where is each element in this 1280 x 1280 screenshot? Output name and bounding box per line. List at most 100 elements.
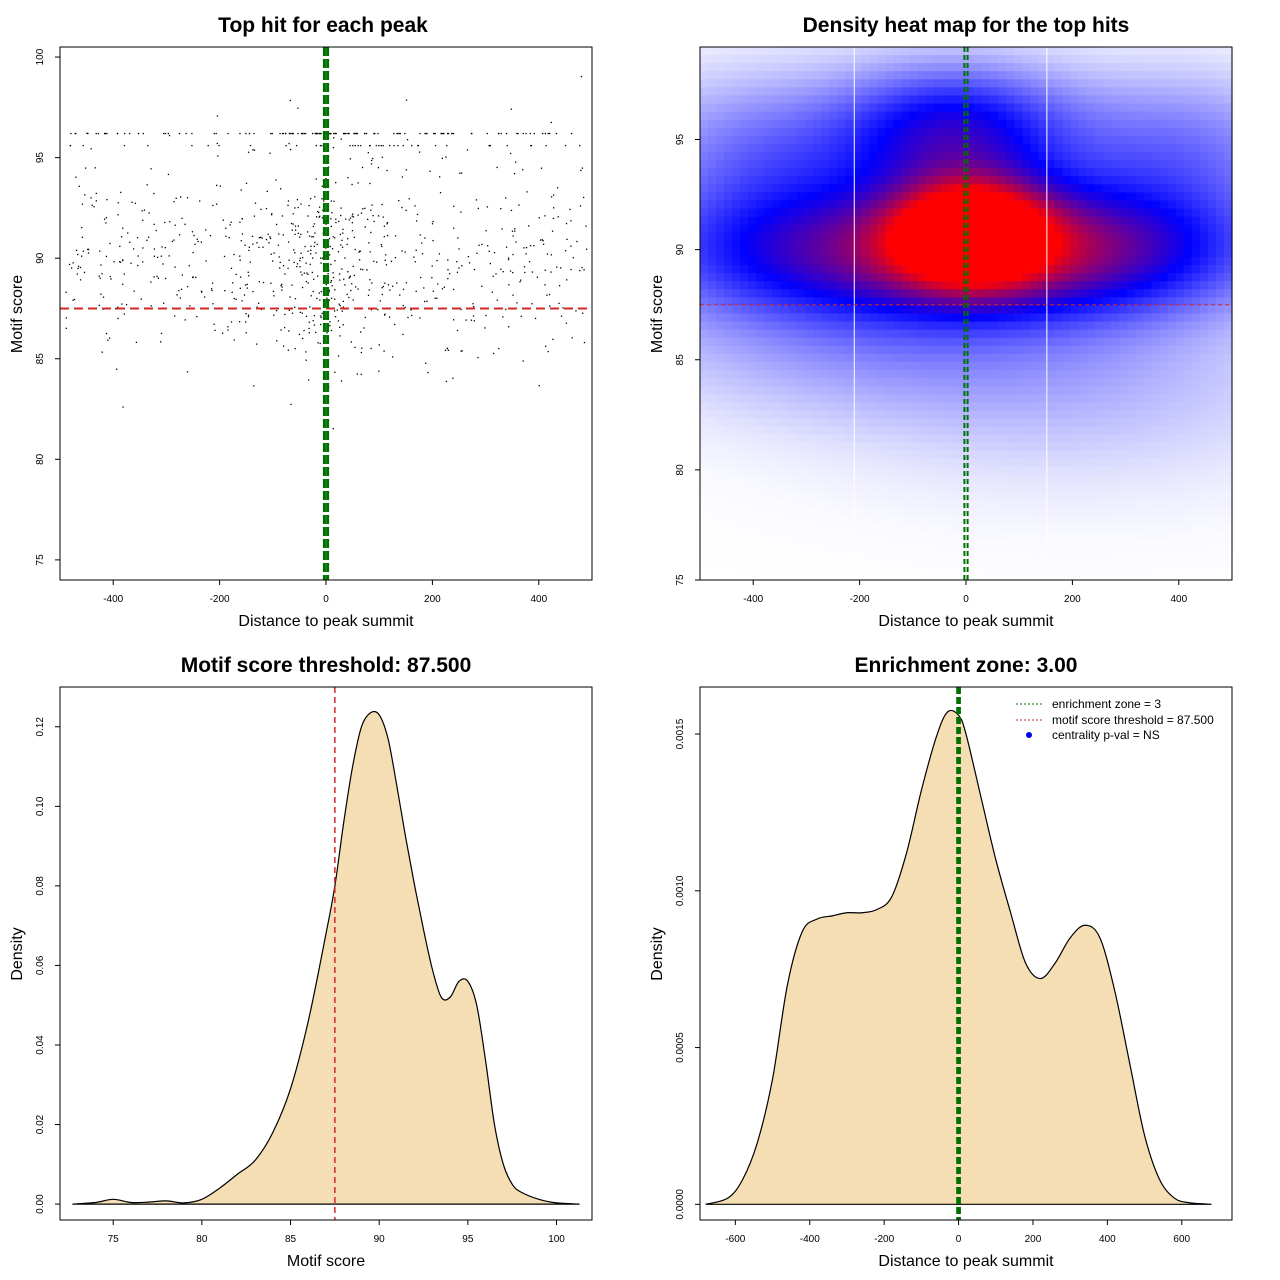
heatmap-cell	[1159, 265, 1169, 274]
heatmap-cell	[708, 466, 717, 476]
scatter-point	[312, 290, 314, 293]
heatmap-cell	[1006, 507, 1015, 516]
heatmap-cell	[812, 386, 822, 395]
heatmap-cell	[700, 216, 709, 226]
heatmap-cell	[716, 71, 725, 80]
heatmap-cell	[845, 63, 854, 72]
heatmap-cell	[957, 224, 967, 234]
scatter-point	[316, 243, 318, 246]
heatmap-cell	[1119, 160, 1128, 169]
heatmap-cell	[861, 483, 870, 492]
scatter-y-tick-label: 80	[35, 453, 46, 465]
heatmap-cell	[1103, 71, 1112, 80]
heatmap-cell	[1070, 434, 1080, 444]
scatter-point	[84, 194, 86, 196]
scatter-point	[276, 340, 278, 342]
scatter-point	[378, 144, 380, 147]
heatmap-cell	[724, 361, 733, 371]
scatter-point	[330, 200, 333, 202]
heatmap-cell	[1167, 337, 1177, 347]
heatmap-cell	[732, 337, 741, 347]
heatmap-cell	[845, 95, 854, 105]
heatmap-cell	[1086, 426, 1096, 436]
heatmap-cell	[788, 119, 798, 129]
heatmap-cell	[780, 103, 790, 113]
heatmap-cell	[957, 135, 967, 145]
heatmap-cell	[812, 394, 822, 403]
scatter-point	[339, 233, 342, 236]
heatmap-cell	[1111, 192, 1120, 202]
heatmap-cell	[1054, 402, 1064, 412]
heatmap-cell	[861, 127, 870, 137]
heatmap-cell	[1094, 547, 1104, 557]
heatmap-cell	[716, 135, 725, 145]
heatmap-cell	[941, 184, 951, 193]
heatmap-cell	[925, 176, 935, 185]
scatter-point	[360, 331, 362, 333]
heatmap-cell	[941, 475, 951, 484]
heatmap-cell	[974, 208, 983, 218]
scatter-point	[507, 257, 510, 259]
heatmap-cell	[764, 555, 774, 565]
heatmap-cell	[1070, 95, 1080, 105]
heatmap-cell	[812, 313, 822, 323]
scatter-point	[300, 203, 302, 205]
scatter-point	[81, 203, 84, 205]
heatmap-cell	[845, 135, 854, 145]
scatter-point	[522, 132, 524, 135]
scatter-point	[446, 132, 449, 135]
heatmap-cell	[772, 499, 782, 508]
heatmap-cell	[933, 265, 943, 274]
heatmap-cell	[941, 111, 951, 121]
heatmap-cell	[957, 337, 967, 347]
heatmap-cell	[990, 127, 999, 137]
heatmap-cell	[700, 192, 709, 202]
scatter-point	[102, 296, 105, 298]
heatmap-cell	[740, 200, 749, 210]
heatmap-cell	[837, 466, 846, 476]
heatmap-cell	[740, 499, 749, 508]
heatmap-cell	[1022, 119, 1032, 129]
heatmap-cell	[756, 507, 766, 516]
heatmap-cell	[700, 256, 709, 266]
heatmap-cell	[764, 232, 774, 242]
heatmap-cell	[1135, 111, 1144, 121]
heatmap-cell	[708, 402, 717, 412]
heatmap-cell	[1103, 63, 1112, 72]
heatmap-cell	[708, 224, 717, 234]
heatmap-cell	[861, 200, 870, 210]
heatmap-cell	[974, 426, 983, 436]
heatmap-cell	[812, 353, 822, 363]
heatmap-cell	[957, 515, 967, 525]
scatter-point	[216, 184, 218, 187]
heatmap-cell	[1167, 224, 1177, 234]
heatmap-cell	[780, 337, 790, 347]
heatmap-cell	[780, 297, 790, 307]
heatmap-cell	[724, 321, 733, 331]
heatmap-cell	[837, 523, 846, 533]
heatmap-cell	[1094, 418, 1104, 428]
heatmap-cell	[1054, 265, 1064, 274]
heatmap-cell	[982, 305, 991, 315]
heatmap-cell	[804, 442, 814, 452]
heatmap-cell	[1103, 47, 1112, 56]
heatmap-cell	[748, 71, 758, 80]
scatter-point	[565, 322, 568, 324]
heatmap-cell	[1006, 71, 1015, 80]
heatmap-cell	[901, 337, 911, 347]
heatmap-cell	[957, 55, 967, 64]
heatmap-cell	[796, 466, 806, 476]
heatmap-cell	[764, 386, 774, 395]
heatmap-cell	[828, 143, 838, 153]
heatmap-cell	[1086, 466, 1096, 476]
heatmap-cell	[756, 224, 766, 234]
heatmap-cell	[1014, 563, 1024, 573]
heatmap-cell	[724, 523, 733, 533]
heatmap-cell	[901, 418, 911, 428]
heatmap-cell	[1094, 539, 1104, 549]
scatter-point	[184, 223, 186, 225]
heatmap-cell	[764, 353, 774, 363]
heatmap-cell	[764, 410, 774, 420]
heatmap-cell	[893, 523, 903, 533]
scatter-point	[328, 132, 330, 135]
